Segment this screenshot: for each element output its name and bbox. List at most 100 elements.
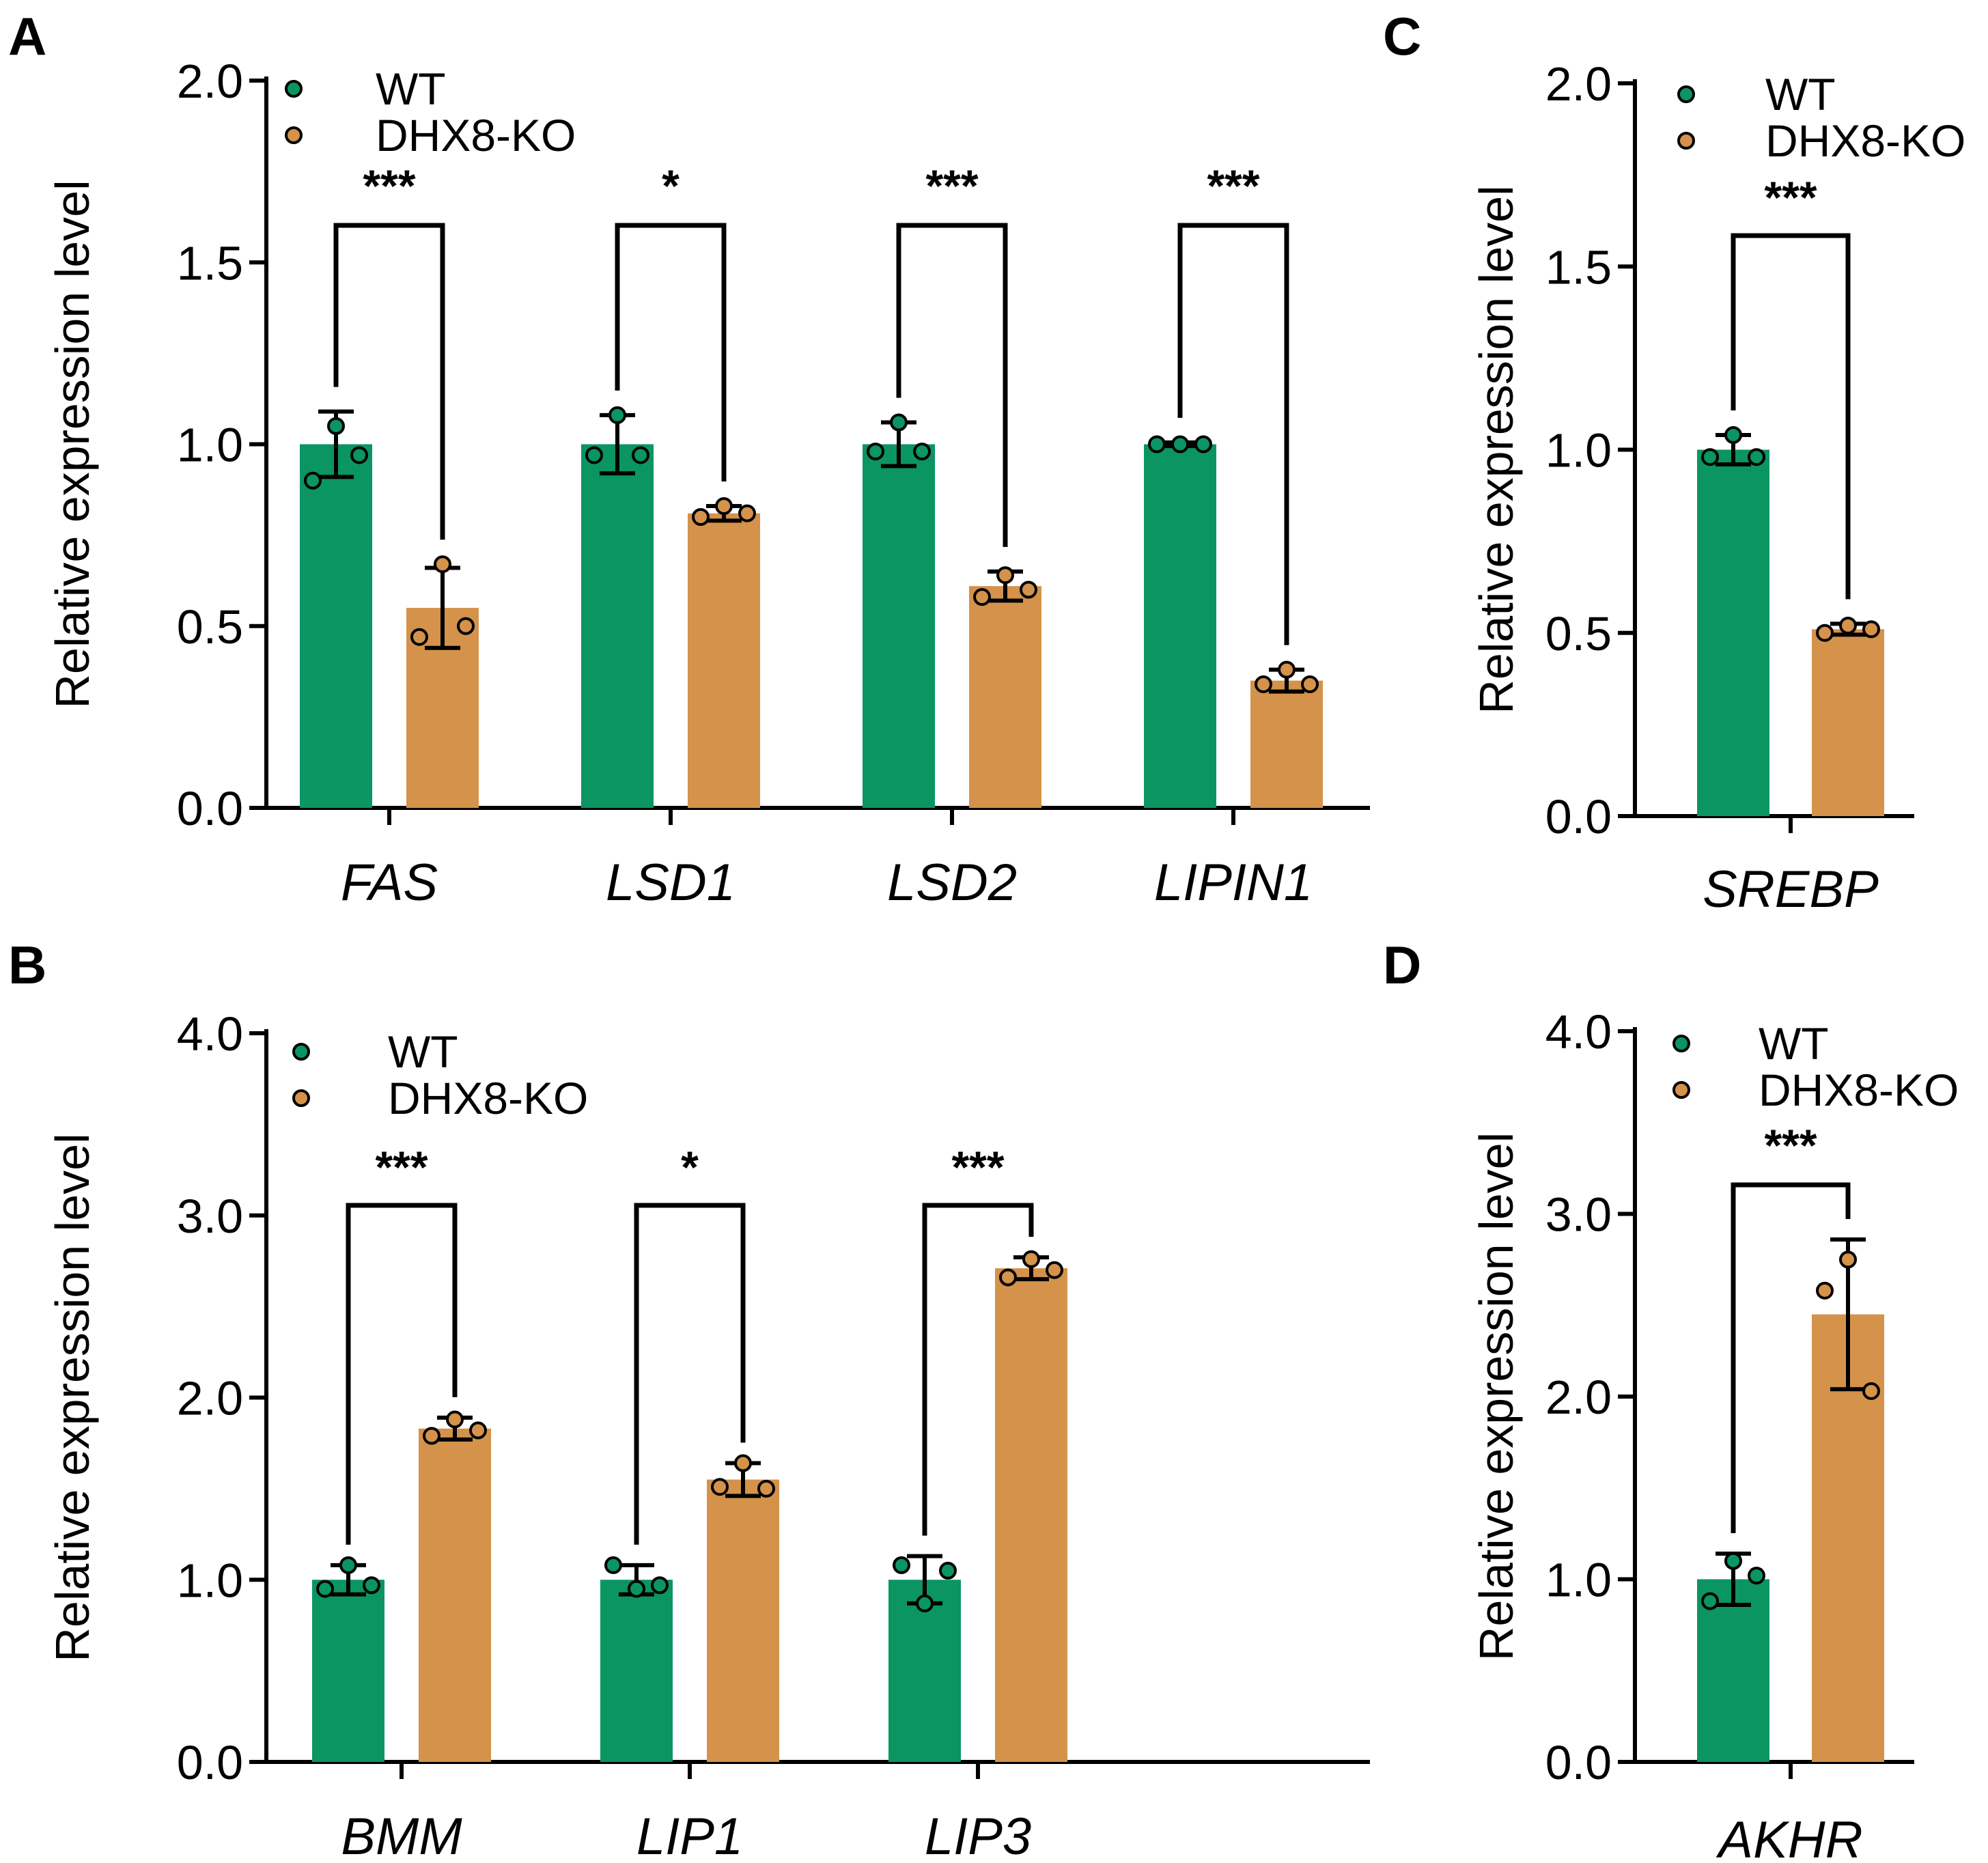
- y-axis-label: Relative expression level: [46, 180, 99, 708]
- y-tick-label: 1.5: [177, 236, 243, 290]
- bar-DHX8-KO: [1250, 680, 1323, 808]
- data-point: [996, 566, 1014, 585]
- data-point: [715, 497, 733, 516]
- significance-label: ***: [1764, 1120, 1817, 1171]
- data-point: [304, 471, 322, 490]
- y-axis-label: Relative expression level: [1470, 185, 1523, 714]
- data-point: [363, 1576, 380, 1595]
- data-point: [757, 1479, 775, 1498]
- data-point: [1816, 624, 1834, 642]
- y-tick-label: 1.5: [1545, 240, 1612, 294]
- data-point: [1301, 675, 1319, 693]
- significance-label: ***: [925, 160, 978, 211]
- data-point: [692, 508, 710, 526]
- y-tick-label: 0.5: [1545, 607, 1612, 660]
- data-point: [1862, 620, 1880, 639]
- data-point: [1701, 1592, 1719, 1610]
- legend-marker-DHX8-KO: [292, 1089, 310, 1107]
- data-point: [350, 446, 368, 464]
- y-tick-label: 1.0: [177, 419, 243, 472]
- panel-C: C Relative expression level 0.0 0.5 1.0 1.5 2.…: [1383, 6, 1965, 919]
- data-point: [1148, 435, 1166, 453]
- data-point: [913, 443, 931, 461]
- y-tick-label: 0.0: [177, 782, 243, 835]
- y-tick-label: 0.0: [1545, 1736, 1612, 1789]
- x-tick-label: LSD1: [606, 854, 736, 912]
- legend-label: WT: [388, 1026, 458, 1077]
- x-tick-label: FAS: [341, 854, 438, 912]
- bar-DHX8-KO: [969, 586, 1041, 808]
- legend-label: WT: [1765, 69, 1836, 120]
- bar-WT: [600, 1580, 673, 1762]
- data-point: [410, 628, 428, 646]
- data-point: [651, 1576, 669, 1595]
- legend-marker-DHX8-KO: [1677, 132, 1695, 150]
- legend-label: WT: [376, 64, 446, 114]
- legend-marker-DHX8-KO: [1672, 1081, 1690, 1099]
- y-tick-label: 2.0: [1545, 57, 1612, 111]
- data-point: [1839, 1250, 1857, 1269]
- significance-bracket: [333, 223, 445, 540]
- data-point: [1046, 1261, 1063, 1279]
- data-point: [1724, 426, 1742, 445]
- data-point: [1194, 435, 1212, 453]
- data-point: [339, 1556, 357, 1574]
- bar-WT: [863, 444, 935, 808]
- y-tick-label: 0.5: [177, 600, 243, 654]
- y-tick-label: 4.0: [1545, 1005, 1612, 1059]
- data-point: [1701, 448, 1719, 466]
- y-tick-label: 3.0: [177, 1190, 243, 1243]
- data-point: [916, 1594, 934, 1612]
- data-point: [711, 1478, 729, 1496]
- y-tick-label: 3.0: [1545, 1188, 1612, 1242]
- data-point: [446, 1410, 464, 1429]
- legend-marker-WT: [1677, 85, 1695, 103]
- significance-label: *: [681, 1142, 699, 1192]
- y-tick-label: 2.0: [177, 1372, 243, 1425]
- bar-DHX8-KO: [419, 1428, 491, 1762]
- data-point: [999, 1268, 1017, 1287]
- significance-label: *: [662, 160, 680, 211]
- bar-DHX8-KO: [707, 1479, 779, 1762]
- legend-label: DHX8-KO: [388, 1073, 588, 1123]
- y-axis-label: Relative expression level: [46, 1133, 99, 1662]
- x-tick-label: LSD2: [887, 854, 1017, 912]
- data-point: [1748, 448, 1765, 466]
- legend-marker-WT: [285, 80, 303, 98]
- data-point: [939, 1561, 957, 1580]
- legend-label: DHX8-KO: [376, 110, 576, 160]
- significance-bracket: [922, 1203, 1034, 1536]
- data-point: [316, 1580, 334, 1598]
- x-tick-label: LIP1: [636, 1808, 743, 1863]
- bar-DHX8-KO: [1812, 629, 1884, 816]
- data-point: [1816, 1281, 1834, 1300]
- significance-bracket: [1731, 1182, 1851, 1534]
- data-point: [434, 555, 451, 574]
- significance-bracket: [634, 1203, 746, 1545]
- panel-letter: A: [8, 6, 46, 66]
- significance-label: ***: [375, 1142, 428, 1192]
- bar-WT: [581, 444, 654, 808]
- y-tick-label: 0.0: [1545, 790, 1612, 843]
- data-point: [604, 1556, 622, 1574]
- data-point: [1839, 617, 1857, 635]
- y-tick-label: 2.0: [177, 55, 243, 108]
- bar-DHX8-KO: [688, 513, 760, 808]
- y-tick-label: 1.0: [177, 1554, 243, 1607]
- panel-letter: D: [1383, 935, 1421, 995]
- panel-letter: C: [1383, 6, 1421, 66]
- data-point: [608, 406, 626, 424]
- y-tick-label: 1.0: [1545, 424, 1612, 477]
- data-point: [738, 504, 756, 522]
- legend-marker-WT: [1672, 1035, 1690, 1052]
- data-point: [327, 417, 345, 435]
- panel-D: D Relative expression level 0.0 1.0 2.0 3.0 4.…: [1383, 935, 1959, 1863]
- data-point: [1255, 675, 1272, 693]
- significance-label: ***: [1207, 160, 1259, 211]
- data-point: [1748, 1567, 1765, 1585]
- data-point: [1724, 1552, 1742, 1570]
- significance-label: ***: [363, 160, 415, 211]
- data-point: [1862, 1382, 1880, 1400]
- x-tick-label: LIP3: [925, 1808, 1031, 1863]
